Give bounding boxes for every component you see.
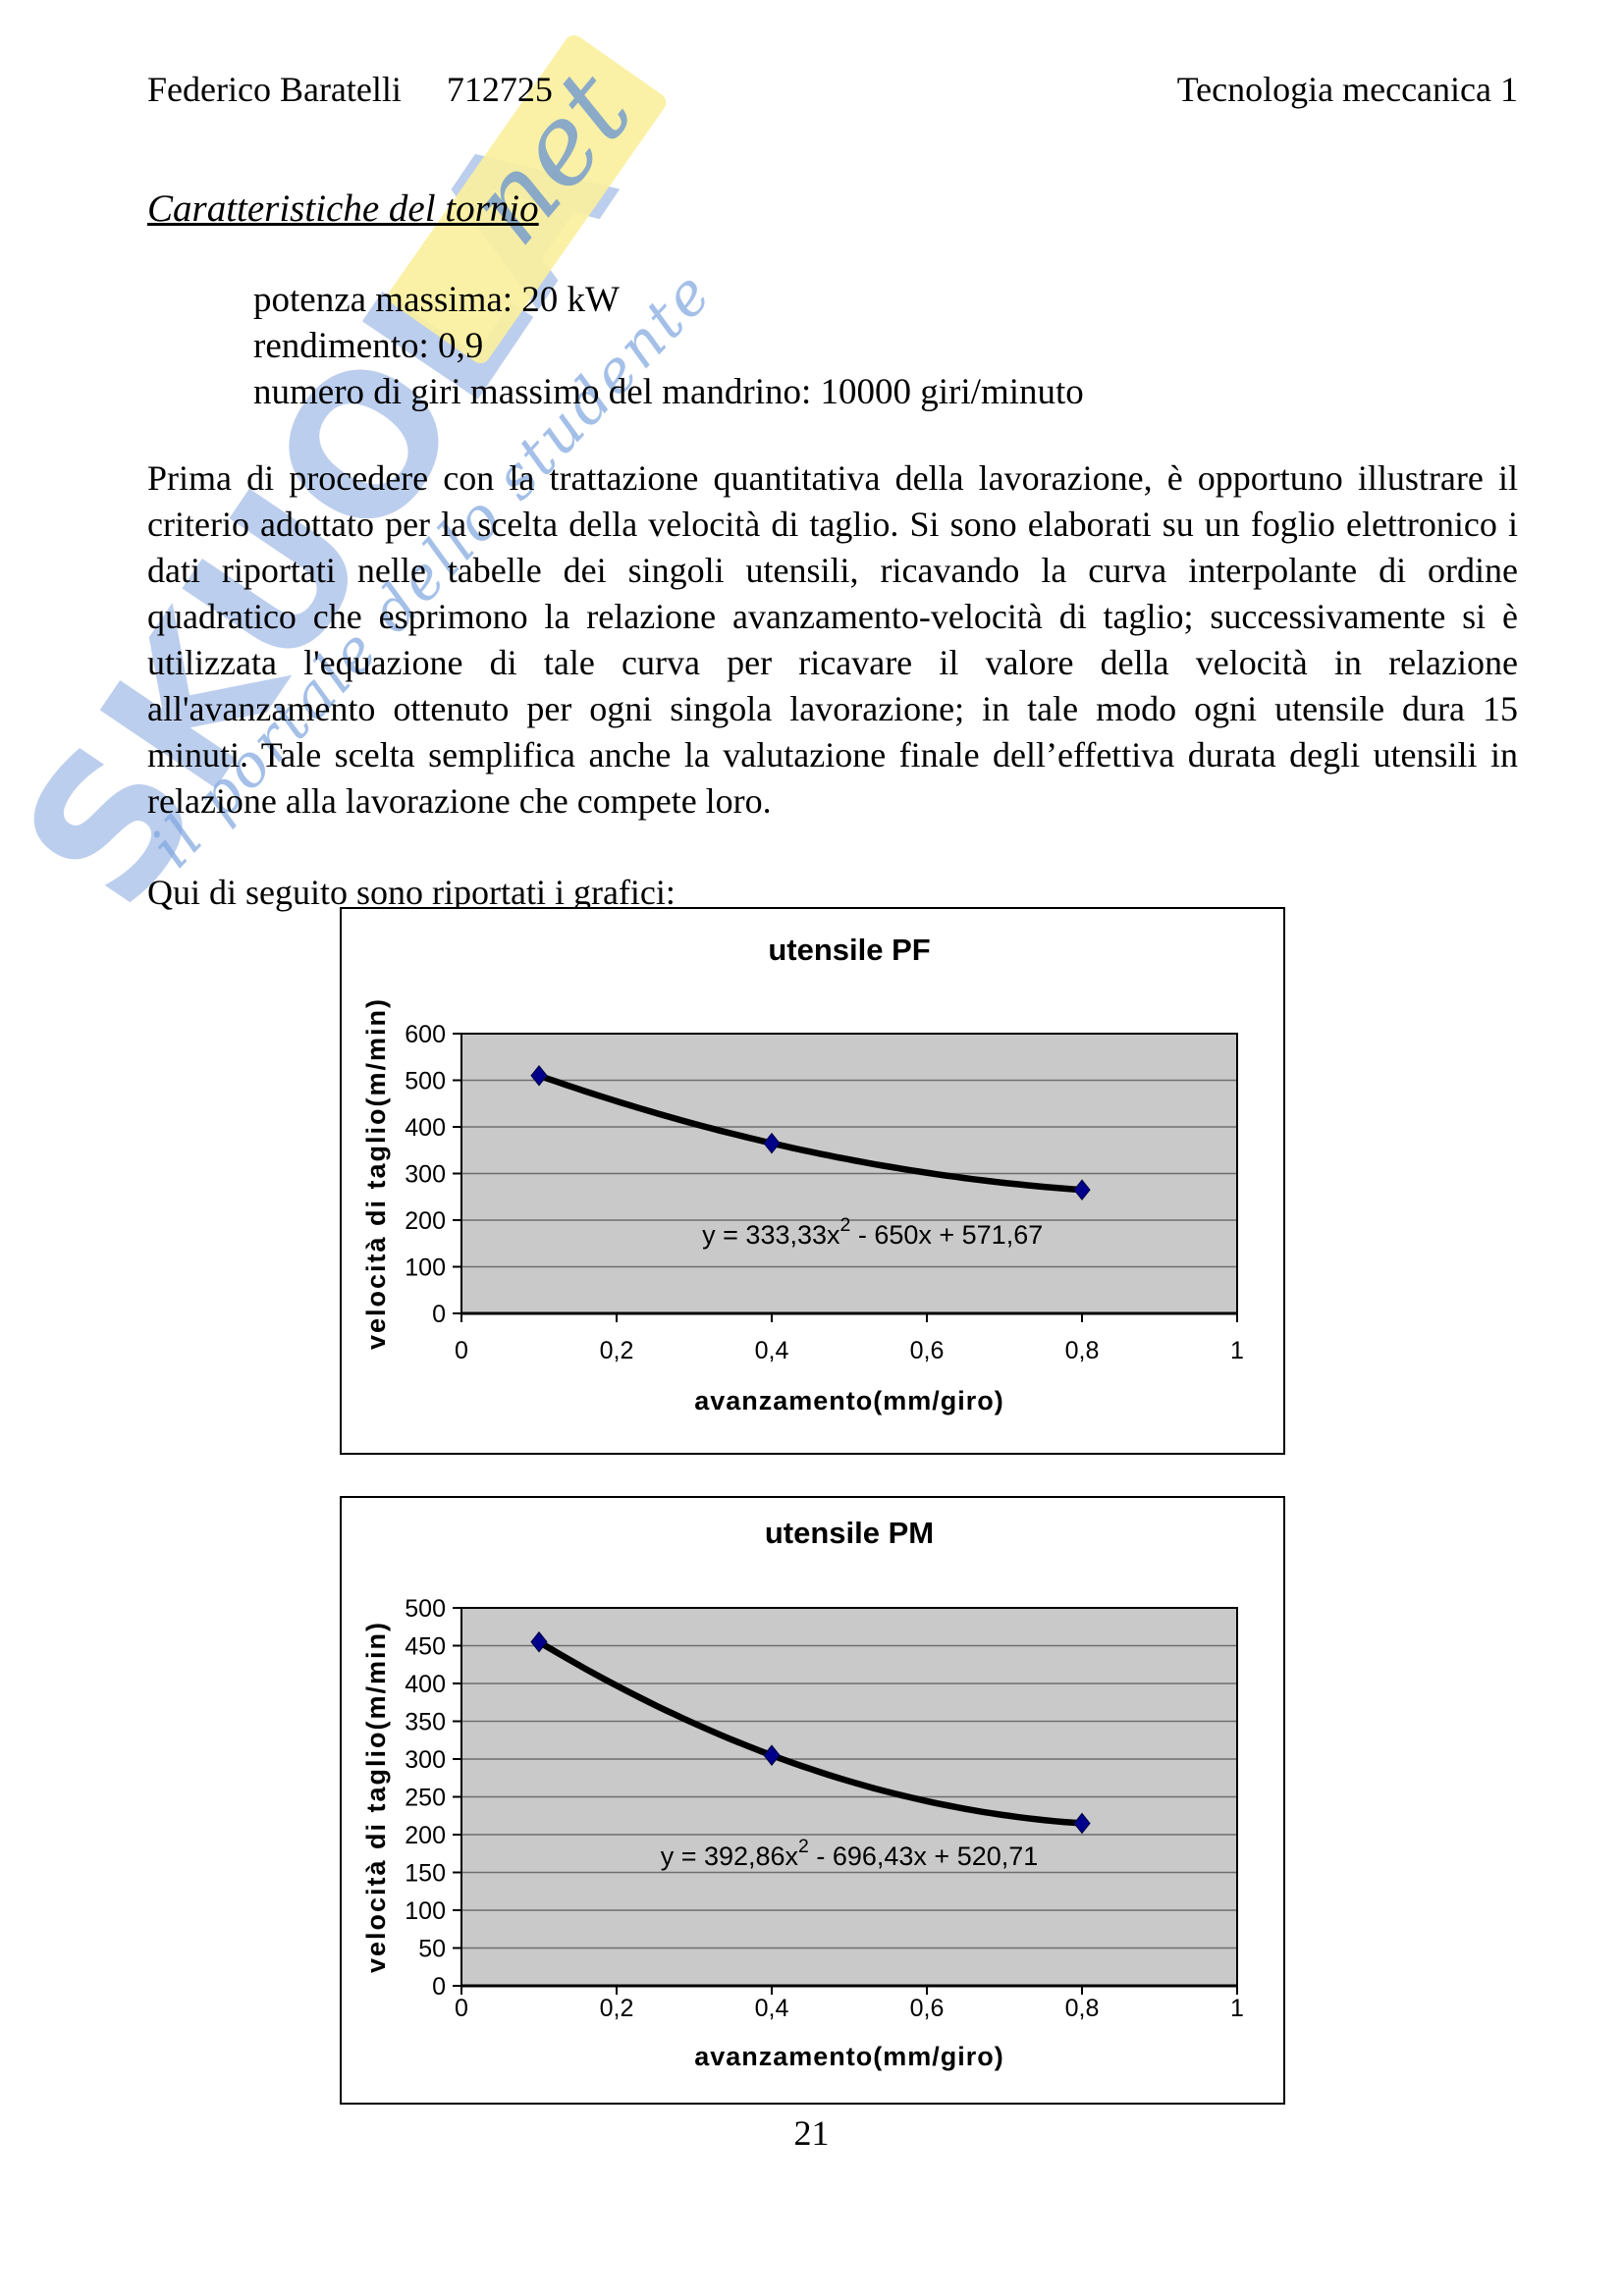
svg-text:0,2: 0,2 [600,1995,634,2022]
spec-line-power: potenza massima: 20 kW [253,280,620,320]
svg-text:0,4: 0,4 [755,1337,789,1364]
svg-text:0: 0 [432,1301,446,1328]
chart-utensile-pm: 0 50 100 150 200 250 300 350 400 450 500 0 0,2 0,4 0,6… [340,1496,1285,2105]
chart-utensile-pf: 0 100 200 300 400 500 600 0 0,2 0,4 0,6 0,8 1 y = 333… [340,907,1285,1455]
chart-svg-pf: 0 100 200 300 400 500 600 0 0,2 0,4 0,6 0,8 1 y = 333… [361,933,1244,1415]
page-header: Federico Baratelli 712725 Tecnologia mecc… [147,69,1518,110]
svg-text:y = 333,33x2 - 650x + 571,67: y = 333,33x2 - 650x + 571,67 [702,1214,1043,1250]
spec-line-max-rpm: numero di giri massimo del mandrino: 100… [253,372,1084,412]
svg-text:350: 350 [405,1709,446,1736]
svg-text:400: 400 [405,1114,446,1142]
svg-text:utensile PF: utensile PF [768,933,930,967]
svg-text:0,8: 0,8 [1065,1337,1100,1364]
svg-text:velocità di taglio(m/min): velocità di taglio(m/min) [361,997,391,1350]
course-title: Tecnologia meccanica 1 [1176,70,1518,109]
svg-text:400: 400 [405,1671,446,1698]
svg-text:0,2: 0,2 [600,1337,634,1364]
svg-text:150: 150 [405,1860,446,1888]
section-title: Caratteristiche del tornio [147,187,539,230]
svg-text:0,8: 0,8 [1065,1995,1100,2022]
svg-text:0,6: 0,6 [910,1995,945,2022]
svg-text:1: 1 [1230,1995,1244,2022]
svg-text:500: 500 [405,1068,446,1095]
svg-text:0: 0 [455,1995,468,2022]
page-number: 21 [793,2113,830,2153]
svg-text:300: 300 [405,1161,446,1189]
body-paragraph: Prima di procedere con la trattazione qu… [147,458,1518,821]
svg-text:avanzamento(mm/giro): avanzamento(mm/giro) [694,1386,1004,1415]
author-name: Federico Baratelli [147,70,402,109]
svg-text:50: 50 [418,1936,446,1963]
svg-text:velocità di taglio(m/min): velocità di taglio(m/min) [361,1621,391,1973]
svg-text:0,6: 0,6 [910,1337,945,1364]
svg-text:0,4: 0,4 [755,1995,789,2022]
svg-text:500: 500 [405,1595,446,1623]
watermark-net-text: net [443,47,657,269]
charts-intro-line: Qui di seguito sono riportati i grafici: [147,873,676,912]
svg-text:600: 600 [405,1021,446,1048]
spec-line-efficiency: rendimento: 0,9 [253,326,484,366]
chart-svg-pm: 0 50 100 150 200 250 300 350 400 450 500 0 0,2 0,4 0,6… [361,1516,1244,2071]
lathe-specs: potenza massima: 20 kW rendimento: 0,9 n… [253,277,1084,415]
svg-text:y = 392,86x2 - 696,43x + 520,7: y = 392,86x2 - 696,43x + 520,71 [661,1836,1039,1871]
svg-text:450: 450 [405,1633,446,1661]
svg-text:avanzamento(mm/giro): avanzamento(mm/giro) [694,2042,1004,2071]
svg-text:200: 200 [405,1822,446,1849]
svg-text:utensile PM: utensile PM [765,1516,934,1550]
svg-text:300: 300 [405,1746,446,1774]
student-id: 712725 [446,70,553,109]
svg-text:1: 1 [1230,1337,1244,1364]
svg-text:250: 250 [405,1785,446,1812]
svg-text:200: 200 [405,1207,446,1235]
svg-text:0: 0 [455,1337,468,1364]
header-author-group: Federico Baratelli 712725 [147,69,553,110]
svg-text:100: 100 [405,1897,446,1925]
svg-text:100: 100 [405,1255,446,1282]
svg-text:0: 0 [432,1973,446,2001]
